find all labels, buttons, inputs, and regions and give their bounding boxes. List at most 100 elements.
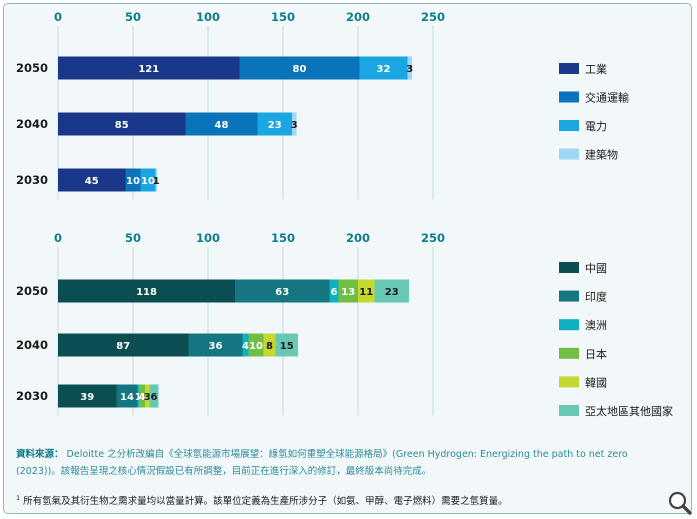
bar-segment	[125, 168, 141, 192]
source-label: 資料來源：	[16, 449, 64, 460]
x-tick-label: 0	[54, 10, 62, 24]
category-label: 2040	[16, 338, 48, 352]
footnote-marker: 1	[16, 494, 21, 502]
bar-segment	[185, 112, 258, 136]
bar-segment	[329, 279, 339, 303]
data-label: 6	[331, 287, 338, 298]
bar-segment	[58, 168, 126, 192]
legend-label: 日本	[585, 347, 607, 361]
bar-segment	[239, 56, 360, 80]
data-label: 15	[280, 341, 294, 352]
x-tick-label: 150	[271, 231, 295, 245]
data-label: 8	[266, 341, 273, 352]
data-label: 14	[120, 392, 134, 403]
x-tick-label: 50	[125, 231, 141, 245]
legend-label: 亞太地區其他國家	[585, 404, 673, 418]
category-label: 2050	[16, 284, 48, 298]
data-label: 6	[151, 392, 158, 403]
data-label: 4	[242, 341, 249, 352]
legend-swatch	[559, 405, 579, 416]
data-label: 3	[291, 120, 298, 131]
legend-swatch	[559, 347, 579, 359]
bar-segment	[407, 56, 412, 80]
legend-swatch	[559, 120, 579, 131]
bar-segment	[359, 56, 408, 80]
data-label: 3	[406, 64, 413, 75]
data-label: 4	[139, 392, 146, 403]
legend-label: 電力	[585, 120, 607, 133]
bar-segment	[139, 384, 145, 408]
data-label: 11	[359, 287, 373, 298]
legend-swatch	[559, 262, 579, 273]
footnote: 1 所有氫氣及其衍生物之需求量均以當量計算。該單位定義為生產所涉分子（如氨、甲醇…	[16, 492, 636, 508]
data-label: 36	[209, 341, 223, 352]
category-label: 2040	[16, 117, 48, 131]
data-label: 13	[341, 287, 355, 298]
bar-segment	[242, 333, 249, 357]
data-label: 45	[85, 176, 99, 187]
data-label: 118	[136, 287, 157, 298]
legend-label: 交通運輸	[585, 91, 629, 105]
x-tick-label: 200	[346, 231, 370, 245]
data-label: 3	[144, 392, 151, 403]
source-note: 資料來源： Deloitte 之分析改編自《全球氫能源市場展望：綠氫如何重塑全球…	[16, 446, 646, 480]
footnote-text: 所有氫氣及其衍生物之需求量均以當量計算。該單位定義為生產所涉分子（如氨、甲醇、電…	[23, 496, 508, 508]
x-tick-label: 200	[346, 10, 370, 24]
x-tick-label: 100	[196, 231, 220, 245]
x-tick-label: 250	[421, 231, 445, 245]
bar-segment	[58, 112, 186, 136]
legend-label: 韓國	[585, 376, 607, 389]
bar-segment	[374, 279, 409, 303]
bar-segment	[257, 112, 292, 136]
legend-swatch	[559, 148, 579, 160]
legend-label: 印度	[585, 290, 607, 304]
bar-segment	[263, 333, 276, 357]
source-text: Deloitte 之分析改編自《全球氫能源市場展望：綠氫如何重塑全球能源格局》(…	[16, 449, 628, 477]
bar-segment	[58, 279, 235, 303]
legend-swatch	[559, 290, 579, 302]
chart-frame	[3, 3, 692, 514]
bar-segment	[188, 333, 243, 357]
data-label: 10	[126, 176, 140, 187]
bar-segment	[358, 279, 375, 303]
data-label: 32	[377, 64, 391, 75]
bar-segment	[58, 333, 189, 357]
legend-label: 澳洲	[585, 319, 607, 332]
category-label: 2030	[16, 389, 48, 403]
bar-segment	[155, 168, 157, 192]
bar-segment	[338, 279, 358, 303]
category-label: 2050	[16, 61, 48, 75]
magnifier-icon[interactable]	[667, 490, 693, 516]
bar-segment	[58, 56, 240, 80]
bar-segment	[140, 168, 156, 192]
bar-segment	[137, 384, 139, 408]
data-label: 121	[138, 64, 159, 75]
data-label: 87	[116, 341, 130, 352]
x-tick-label: 50	[125, 10, 141, 24]
legend-label: 中國	[585, 262, 607, 275]
bar-segment	[145, 384, 150, 408]
bar-segment	[235, 279, 330, 303]
category-label: 2030	[16, 173, 48, 187]
x-tick-label: 150	[271, 10, 295, 24]
data-label: 10	[249, 341, 263, 352]
x-tick-label: 100	[196, 10, 220, 24]
data-label: 1	[135, 392, 142, 403]
data-label: 63	[275, 287, 289, 298]
data-label: 39	[80, 392, 94, 403]
x-tick-label: 250	[421, 10, 445, 24]
data-label: 80	[293, 64, 307, 75]
data-label: 85	[115, 120, 129, 131]
data-label: 1	[153, 176, 160, 187]
legend-label: 建築物	[585, 148, 618, 162]
data-label: 23	[385, 287, 399, 298]
bar-segment	[58, 384, 117, 408]
bar-segment	[275, 333, 298, 357]
data-label: 10	[141, 176, 155, 187]
bar-segment	[292, 112, 297, 136]
bar-segment	[116, 384, 138, 408]
legend-swatch	[559, 376, 579, 388]
x-tick-label: 0	[54, 231, 62, 245]
legend-label: 工業	[585, 63, 607, 76]
